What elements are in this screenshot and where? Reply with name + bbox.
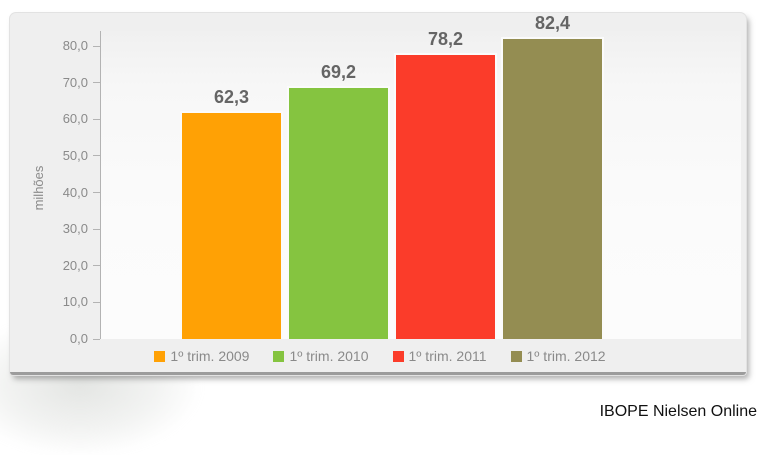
legend-item: 1º trim. 2011 bbox=[392, 348, 487, 364]
y-axis-tick bbox=[93, 82, 100, 84]
page: 0,0 10,0 20,0 30,0 40,0 50,0 60,0 70,0 80,0 milh… bbox=[0, 13, 757, 455]
y-axis-tick-label: 0,0 bbox=[69, 331, 88, 346]
y-axis-tick bbox=[93, 45, 100, 47]
y-axis-tick-label: 20,0 bbox=[62, 257, 88, 273]
legend-label: 1º trim. 2011 bbox=[408, 348, 487, 364]
panel-bottom-border bbox=[10, 372, 746, 375]
bar-1º trim. 2009 bbox=[180, 110, 283, 339]
y-axis-tick-label: 40,0 bbox=[62, 184, 88, 200]
bar-1º trim. 2012 bbox=[501, 37, 604, 339]
legend-swatch-icon bbox=[510, 350, 522, 362]
y-axis-tick bbox=[93, 265, 100, 267]
legend-item: 1º trim. 2010 bbox=[273, 348, 369, 364]
bar-1º trim. 2011 bbox=[394, 52, 497, 339]
legend-label: 1º trim. 2012 bbox=[526, 348, 606, 364]
legend-swatch-icon bbox=[273, 350, 285, 362]
bar-value-label: 78,2 bbox=[427, 28, 464, 49]
y-axis-tick-label: 70,0 bbox=[62, 74, 88, 90]
y-axis-tick bbox=[93, 228, 100, 230]
y-axis-tick-label: 60,0 bbox=[62, 111, 88, 127]
chart-panel: 0,0 10,0 20,0 30,0 40,0 50,0 60,0 70,0 80,0 milh… bbox=[10, 13, 746, 375]
legend-item: 1º trim. 2012 bbox=[510, 348, 606, 364]
bar-value-label: 82,4 bbox=[534, 13, 571, 34]
y-axis-tick bbox=[93, 118, 100, 120]
y-axis-tick-label: 50,0 bbox=[62, 147, 88, 163]
y-axis-tick-label: 80,0 bbox=[62, 38, 88, 53]
legend: 1º trim. 2009 1º trim. 2010 1º trim. 2011 1… bbox=[80, 346, 680, 366]
legend-item: 1º trim. 2009 bbox=[154, 348, 249, 364]
bar-1º trim. 2010 bbox=[287, 85, 390, 339]
y-axis-tick-label: 10,0 bbox=[62, 294, 88, 310]
y-axis-tick bbox=[93, 301, 100, 303]
y-axis-line bbox=[100, 31, 101, 339]
source-credit: IBOPE Nielsen Online bbox=[599, 403, 757, 420]
legend-swatch-icon bbox=[154, 350, 166, 362]
y-axis-tick bbox=[93, 338, 100, 340]
y-axis-title: milhões bbox=[31, 165, 46, 211]
legend-label: 1º trim. 2010 bbox=[289, 348, 369, 364]
y-axis-tick-label: 30,0 bbox=[62, 221, 88, 237]
y-axis-tick bbox=[93, 155, 100, 157]
y-axis-tick bbox=[93, 192, 100, 193]
legend-swatch-icon bbox=[392, 350, 404, 362]
bar-value-label: 62,3 bbox=[213, 86, 250, 107]
legend-label: 1º trim. 2009 bbox=[170, 348, 250, 364]
bar-value-label: 69,2 bbox=[320, 61, 357, 82]
